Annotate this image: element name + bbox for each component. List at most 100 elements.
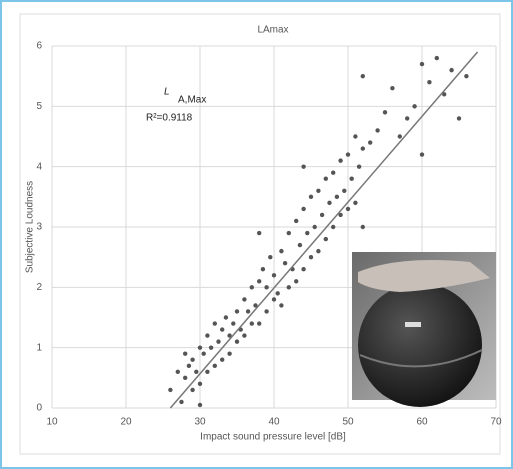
point — [301, 267, 305, 271]
point — [176, 370, 180, 374]
point — [179, 400, 183, 404]
point — [331, 225, 335, 229]
point — [350, 177, 354, 181]
point — [357, 164, 361, 168]
point — [353, 201, 357, 205]
y-axis-label: Subjective Loudness — [25, 181, 36, 273]
point — [264, 285, 268, 289]
point — [368, 140, 372, 144]
point — [227, 352, 231, 356]
point — [342, 189, 346, 193]
point — [279, 249, 283, 253]
point — [279, 303, 283, 307]
point — [294, 219, 298, 223]
point — [298, 243, 302, 247]
x-tick-label: 20 — [120, 417, 132, 428]
point — [420, 152, 424, 156]
y-tick-label: 1 — [36, 342, 42, 353]
y-tick-label: 5 — [36, 101, 42, 112]
point — [324, 237, 328, 241]
point — [324, 177, 328, 181]
point — [202, 352, 206, 356]
label — [405, 322, 421, 327]
x-axis-label: Impact sound pressure level [dB] — [200, 432, 346, 443]
point — [294, 279, 298, 283]
point — [272, 297, 276, 301]
y-tick-label: 2 — [36, 282, 42, 293]
point — [257, 321, 261, 325]
point — [198, 345, 202, 349]
y-tick-label: 3 — [36, 222, 42, 233]
annotation-subscript: A,Max — [178, 95, 206, 106]
point — [405, 116, 409, 120]
x-tick-label: 60 — [416, 417, 428, 428]
point — [287, 231, 291, 235]
point — [398, 134, 402, 138]
y-tick-label: 4 — [36, 161, 42, 172]
point — [301, 207, 305, 211]
point — [309, 255, 313, 259]
annotation-r2: R²=0.9118 — [146, 113, 193, 124]
point — [338, 158, 342, 162]
point — [316, 249, 320, 253]
x-tick-label: 30 — [194, 417, 206, 428]
point — [220, 358, 224, 362]
point — [198, 382, 202, 386]
point — [235, 309, 239, 313]
point — [427, 80, 431, 84]
point — [390, 86, 394, 90]
point — [190, 388, 194, 392]
y-tick-label: 0 — [36, 403, 42, 414]
point — [205, 370, 209, 374]
point — [209, 345, 213, 349]
point — [435, 56, 439, 60]
point — [346, 207, 350, 211]
point — [194, 370, 198, 374]
point — [224, 315, 228, 319]
point — [316, 189, 320, 193]
point — [320, 213, 324, 217]
point — [276, 291, 280, 295]
point — [309, 195, 313, 199]
point — [361, 146, 365, 150]
point — [213, 364, 217, 368]
point — [287, 285, 291, 289]
point — [242, 333, 246, 337]
x-tick-label: 70 — [490, 417, 502, 428]
point — [242, 297, 246, 301]
point — [216, 339, 220, 343]
point — [464, 74, 468, 78]
point — [183, 352, 187, 356]
point — [231, 321, 235, 325]
point — [250, 321, 254, 325]
point — [301, 164, 305, 168]
point — [383, 110, 387, 114]
point — [168, 388, 172, 392]
y-tick-label: 6 — [36, 41, 42, 52]
point — [457, 116, 461, 120]
point — [235, 339, 239, 343]
point — [361, 225, 365, 229]
point — [327, 201, 331, 205]
point — [346, 152, 350, 156]
annotation-symbol: L — [164, 87, 170, 98]
point — [261, 267, 265, 271]
sphere — [358, 283, 482, 407]
point — [268, 255, 272, 259]
point — [257, 279, 261, 283]
point — [449, 68, 453, 72]
point — [198, 403, 202, 407]
point — [205, 333, 209, 337]
chart: LAmax Impact sound pressure level [dB] S… — [0, 0, 513, 469]
point — [331, 171, 335, 175]
point — [257, 231, 261, 235]
chart-title: LAmax — [257, 25, 288, 36]
point — [213, 321, 217, 325]
point — [335, 195, 339, 199]
point — [220, 327, 224, 331]
x-tick-label: 40 — [268, 417, 280, 428]
point — [190, 358, 194, 362]
point — [183, 376, 187, 380]
photo-inset — [352, 252, 496, 407]
point — [187, 364, 191, 368]
